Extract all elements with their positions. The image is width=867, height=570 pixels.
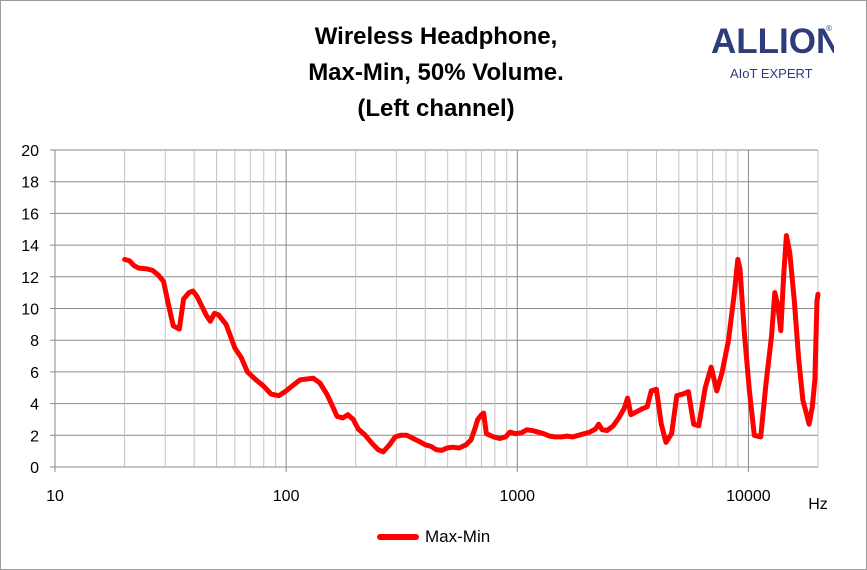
legend-swatch-max-min xyxy=(377,534,419,540)
chart-title-line-1: Wireless Headphone, xyxy=(314,23,558,50)
axis-layer xyxy=(50,149,818,472)
x-tick-label: 10000 xyxy=(726,488,771,505)
logo-tagline: AIoT EXPERT xyxy=(730,66,813,81)
x-tick-label: 1000 xyxy=(499,488,535,505)
x-axis-label: Hz xyxy=(808,496,828,513)
y-tick-label: 12 xyxy=(21,270,39,287)
y-tick-label: 14 xyxy=(21,238,39,255)
y-tick-label: 18 xyxy=(21,175,39,192)
y-tick-label: 10 xyxy=(21,302,39,319)
y-tick-label: 6 xyxy=(30,365,39,382)
legend: Max-Min xyxy=(377,524,490,550)
legend-label-max-min: Max-Min xyxy=(425,527,491,546)
logo-registered-mark: ® xyxy=(826,24,832,33)
y-tick-label: 20 xyxy=(21,143,39,160)
x-tick-label: 10 xyxy=(46,488,64,505)
series-layer xyxy=(122,233,821,455)
chart-title: Wireless Headphone, Max-Min, 50% Volume.… xyxy=(221,19,651,127)
y-tick-label: 0 xyxy=(30,460,39,477)
series-line-max-min xyxy=(122,233,821,455)
tick-label-layer: 0 2 4 6 8 10 12 14 16 18 20 10 100 1000 10000 Hz xyxy=(21,143,828,513)
allion-logo: ALLION ® AIoT EXPERT xyxy=(711,22,834,81)
y-tick-label: 4 xyxy=(30,397,39,414)
chart-title-line-2: Max-Min, 50% Volume. xyxy=(308,59,564,86)
logo-brand-text: ALLION xyxy=(711,22,834,61)
y-tick-label: 2 xyxy=(30,428,39,445)
x-tick-label: 100 xyxy=(273,488,300,505)
chart-title-line-3: (Left channel) xyxy=(357,95,515,122)
y-tick-label: 8 xyxy=(30,333,39,350)
y-tick-label: 16 xyxy=(21,206,39,223)
